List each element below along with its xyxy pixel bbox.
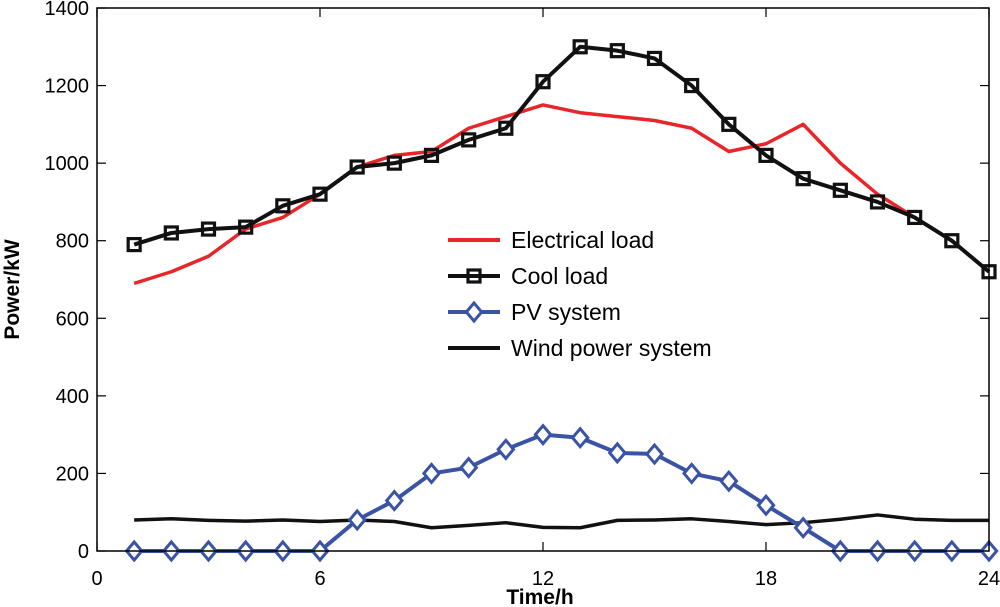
legend-label: Electrical load <box>511 227 654 253</box>
series-electrical-load <box>133 103 991 286</box>
electrical-load-line <box>133 103 991 286</box>
cool-load-point <box>275 198 291 214</box>
cool-load-point <box>386 155 402 171</box>
legend-marker <box>466 268 482 284</box>
x-tick-label: 24 <box>978 568 1000 590</box>
cool-load-point <box>200 221 217 237</box>
cool-load-point <box>312 186 328 202</box>
y-tick-label: 400 <box>56 386 89 408</box>
pv-system-line <box>134 432 989 553</box>
y-tick-label: 1200 <box>45 76 90 98</box>
cool-load-point <box>832 182 848 198</box>
cool-load-point <box>795 171 811 187</box>
cool-load-point <box>758 147 774 163</box>
x-axis-title: Time/h <box>506 586 573 607</box>
y-tick-label: 1000 <box>45 153 90 175</box>
pv-system-point <box>756 493 776 517</box>
y-tick-label: 600 <box>56 308 89 330</box>
pv-system-point <box>719 469 739 493</box>
pv-system-point <box>496 438 516 461</box>
pv-system-point <box>384 489 404 512</box>
series-wind-power-system <box>134 513 989 530</box>
cool-load-point <box>907 209 923 226</box>
y-tick-label: 1400 <box>45 0 90 20</box>
legend-label: Wind power system <box>511 335 712 361</box>
cool-load-point <box>163 225 179 241</box>
pv-system-point <box>644 442 665 466</box>
y-tick-label: 800 <box>56 231 89 253</box>
series-cool-load <box>126 39 997 280</box>
x-tick-label: 6 <box>314 568 325 590</box>
pv-system-point <box>607 441 627 465</box>
cool-load-point <box>535 74 551 90</box>
legend-entry-cool-load: Cool load <box>448 263 608 289</box>
series-pv-system <box>124 423 999 563</box>
pv-system-point <box>421 462 442 485</box>
y-tick-label: 0 <box>78 541 89 563</box>
legend-entry-electrical-load: Electrical load <box>448 227 654 253</box>
cool-load-point <box>869 194 886 210</box>
legend-label: PV system <box>511 299 621 325</box>
cool-load-point <box>572 39 588 55</box>
cool-load-point <box>126 236 142 253</box>
cool-load-point <box>238 219 254 235</box>
x-tick-label: 0 <box>91 568 102 590</box>
cool-load-point <box>349 159 365 175</box>
pv-system-point <box>793 516 813 540</box>
legend-entry-wind-power-system: Wind power system <box>448 335 712 361</box>
pv-system-point <box>533 423 553 446</box>
pv-system-point <box>682 462 702 485</box>
wind-power-system-line <box>134 513 989 530</box>
cool-load-point <box>461 132 477 148</box>
y-tick-label: 200 <box>56 463 89 485</box>
cool-load-point <box>609 43 625 59</box>
cool-load-point <box>423 147 440 163</box>
cool-load-point <box>646 50 663 67</box>
legend-label: Cool load <box>511 263 608 289</box>
legend-marker <box>464 300 484 324</box>
cool-load-point <box>498 120 514 136</box>
cool-load-point <box>684 77 700 94</box>
x-tick-label: 18 <box>755 568 777 590</box>
y-axis-title: Power/kW <box>1 239 24 340</box>
pv-system-point <box>459 456 479 479</box>
axis-tick-labels: 0 6 12 18 24 0 200 400 600 800 1000 1200 1400 <box>45 0 1000 590</box>
cool-load-point <box>721 116 737 132</box>
pv-system-point <box>570 426 590 450</box>
pv-system-point <box>347 508 367 532</box>
legend-entry-pv-system: PV system <box>448 299 621 325</box>
plot-frame <box>96 7 990 552</box>
x-tick-label: 12 <box>532 568 554 590</box>
cool-load-point <box>944 233 960 249</box>
legend: Electrical load Cool load PV system Wind po… <box>448 227 712 361</box>
